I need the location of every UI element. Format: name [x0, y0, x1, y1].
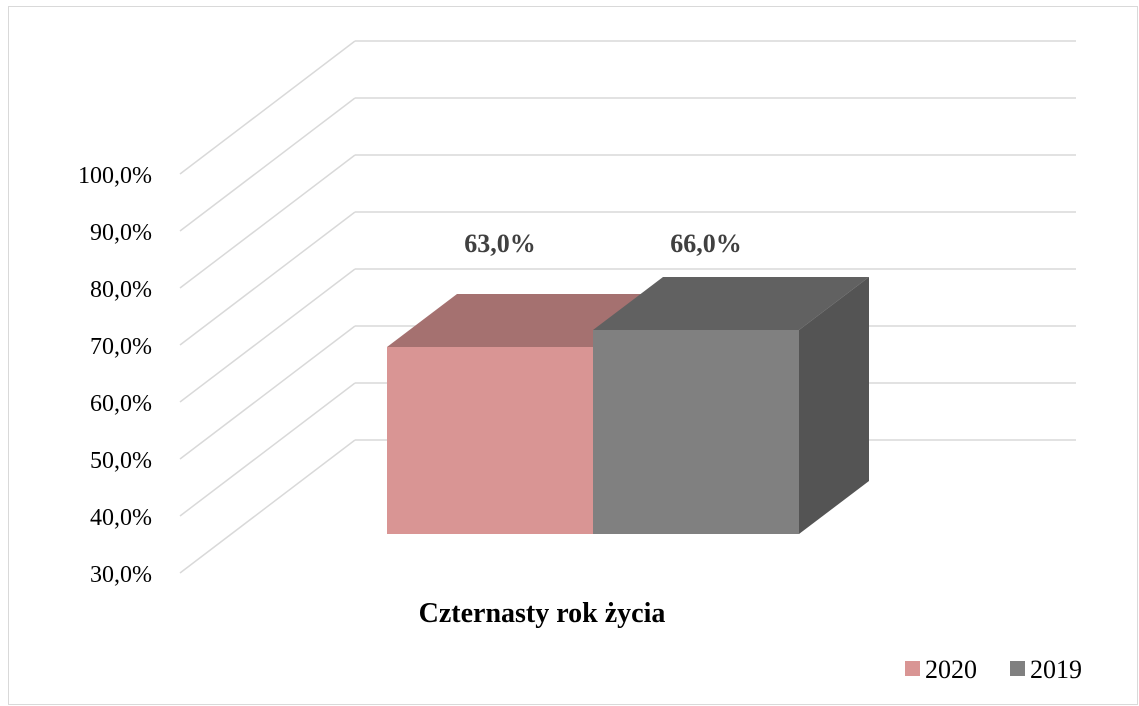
category-label: Czternasty rok życia: [419, 598, 666, 629]
side-gridline: [179, 268, 356, 403]
bar-top-face: [593, 277, 869, 330]
legend: 2020 2019: [905, 655, 1082, 684]
y-tick-label: 80,0%: [90, 277, 152, 303]
bars: [387, 277, 869, 534]
legend-swatch: [905, 661, 920, 676]
bar-2019: [593, 277, 869, 534]
side-gridline: [179, 40, 356, 175]
y-axis-ticks: 30,0% 40,0% 50,0% 60,0% 70,0% 80,0% 90,0% 100,0…: [78, 163, 152, 588]
side-gridline: [179, 382, 356, 517]
y-tick-label: 70,0%: [90, 334, 152, 360]
data-label-2020: 63,0%: [464, 229, 536, 258]
y-tick-label: 30,0%: [90, 562, 152, 588]
side-gridline: [179, 211, 356, 346]
y-tick-label: 90,0%: [90, 220, 152, 246]
y-tick-label: 100,0%: [78, 163, 152, 189]
y-tick-label: 50,0%: [90, 448, 152, 474]
side-gridline: [179, 439, 356, 574]
chart-frame: [8, 6, 1138, 705]
data-label-2019: 66,0%: [670, 229, 742, 258]
side-gridline: [179, 97, 356, 232]
category-axis: Czternasty rok życia: [419, 598, 666, 629]
side-gridline: [179, 154, 356, 289]
side-gridline: [179, 325, 356, 460]
legend-item-2019: 2019: [1010, 655, 1082, 684]
legend-swatch: [1010, 661, 1025, 676]
data-labels: 63,0% 66,0%: [464, 229, 742, 258]
bar-side-face: [799, 277, 869, 534]
bar-front-face: [387, 347, 593, 534]
bar-front-face: [593, 330, 799, 534]
legend-label: 2019: [1030, 655, 1082, 684]
y-tick-label: 60,0%: [90, 391, 152, 417]
legend-item-2020: 2020: [905, 655, 977, 684]
legend-label: 2020: [925, 655, 977, 684]
y-tick-label: 40,0%: [90, 505, 152, 531]
